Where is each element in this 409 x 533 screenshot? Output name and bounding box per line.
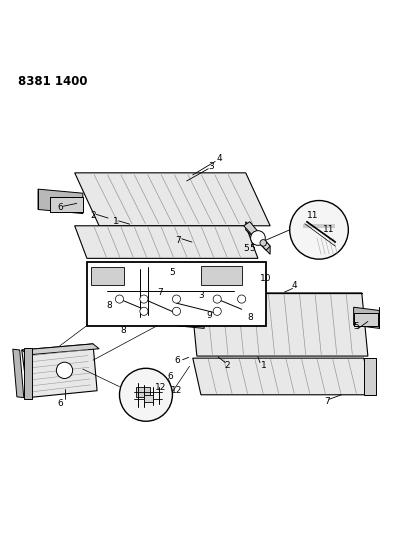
Polygon shape (91, 266, 123, 285)
Text: 7: 7 (157, 288, 163, 297)
Text: 12: 12 (154, 383, 166, 392)
Polygon shape (192, 358, 371, 395)
Text: 3: 3 (198, 290, 203, 300)
Polygon shape (38, 189, 83, 214)
Text: 5: 5 (352, 322, 358, 332)
Text: 2: 2 (224, 360, 229, 369)
Circle shape (259, 240, 266, 246)
Polygon shape (135, 386, 150, 397)
Text: 1: 1 (112, 217, 118, 226)
Text: 4: 4 (216, 154, 222, 163)
Polygon shape (363, 358, 375, 395)
Circle shape (56, 362, 72, 378)
Text: 4: 4 (291, 281, 297, 290)
Polygon shape (50, 197, 83, 212)
Text: 7: 7 (175, 236, 181, 245)
Text: 8: 8 (106, 301, 112, 310)
Polygon shape (22, 344, 97, 398)
Polygon shape (74, 226, 257, 259)
Polygon shape (13, 349, 24, 398)
Polygon shape (178, 313, 202, 326)
Polygon shape (245, 222, 270, 254)
Circle shape (139, 295, 148, 303)
Bar (144, 395, 153, 402)
Circle shape (213, 295, 221, 303)
Circle shape (213, 307, 221, 316)
Circle shape (119, 368, 172, 421)
Text: 1: 1 (261, 360, 266, 369)
Polygon shape (243, 222, 270, 250)
Circle shape (289, 200, 348, 259)
Text: 6: 6 (57, 203, 63, 212)
Text: 11: 11 (306, 211, 318, 220)
Text: 7: 7 (324, 397, 329, 406)
Polygon shape (170, 307, 204, 328)
Text: 8381 1400: 8381 1400 (18, 75, 87, 88)
Circle shape (250, 231, 265, 245)
Polygon shape (353, 313, 377, 326)
Text: 6: 6 (174, 357, 180, 366)
Text: 9: 9 (206, 311, 211, 320)
Text: 8: 8 (246, 313, 252, 322)
Polygon shape (24, 348, 32, 399)
Polygon shape (353, 307, 378, 328)
Polygon shape (74, 173, 270, 226)
Polygon shape (190, 293, 367, 356)
Text: 5: 5 (169, 268, 175, 277)
Text: 6: 6 (57, 399, 63, 408)
Circle shape (237, 295, 245, 303)
Text: 11: 11 (323, 225, 334, 235)
Circle shape (115, 295, 123, 303)
Polygon shape (302, 224, 335, 228)
Text: 6: 6 (167, 372, 173, 381)
Text: 2: 2 (90, 211, 96, 220)
Text: 3: 3 (208, 162, 213, 171)
Bar (87, 262, 265, 326)
Polygon shape (22, 344, 99, 355)
Circle shape (139, 307, 148, 316)
Text: 8: 8 (120, 326, 126, 335)
Text: 10: 10 (260, 274, 271, 283)
Circle shape (172, 295, 180, 303)
Text: 5: 5 (248, 244, 254, 253)
Text: 12: 12 (171, 386, 182, 395)
Polygon shape (200, 265, 241, 285)
Text: 5: 5 (242, 245, 248, 254)
Circle shape (172, 307, 180, 316)
